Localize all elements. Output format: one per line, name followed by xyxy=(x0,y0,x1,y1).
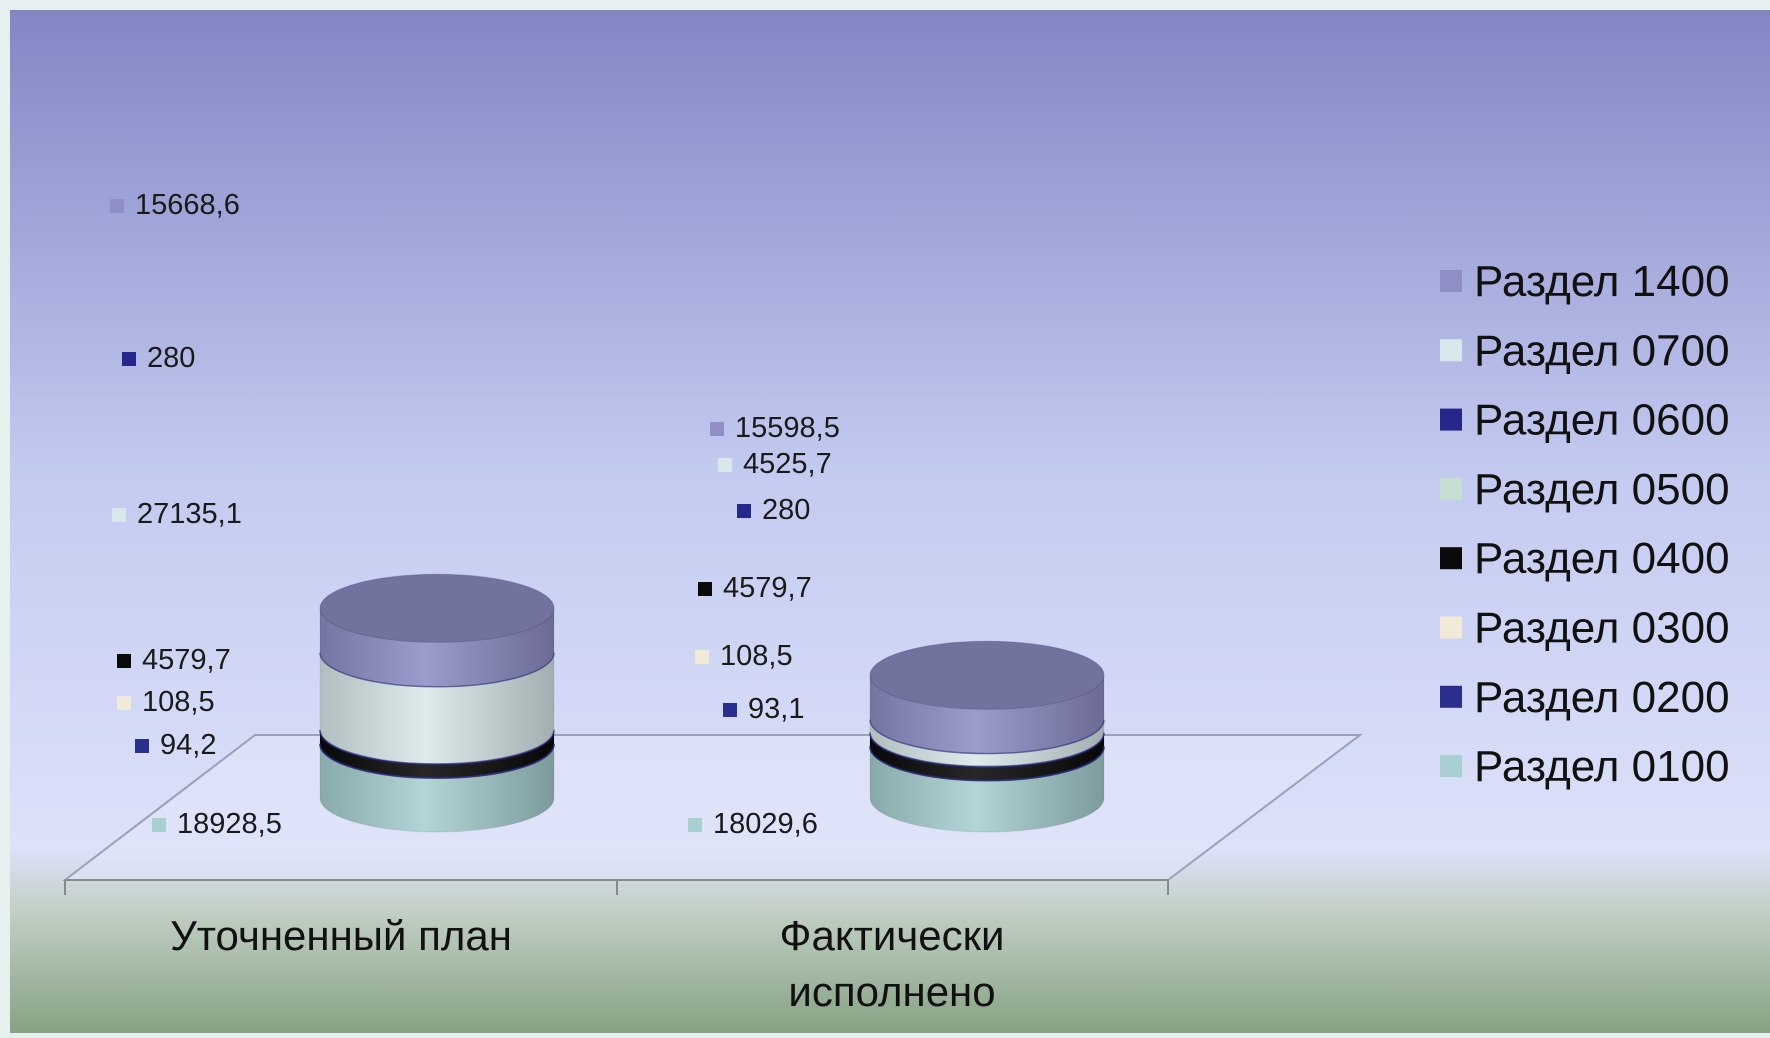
data-label: 4525,7 xyxy=(743,448,832,480)
data-label: 15668,6 xyxy=(135,189,240,221)
legend-entry: Раздел 0300 xyxy=(1474,604,1730,653)
legend-entry: Раздел 0700 xyxy=(1474,326,1730,375)
data-label: 108,5 xyxy=(720,640,793,672)
data-label: 280 xyxy=(762,494,810,526)
legend-entry: Раздел 0400 xyxy=(1474,534,1730,583)
category-label: Фактически xyxy=(780,912,1005,959)
data-label-marker xyxy=(698,582,712,596)
legend-entry: Раздел 0500 xyxy=(1474,465,1730,514)
bar-top-cap xyxy=(869,640,1105,710)
data-label-marker xyxy=(122,352,136,366)
data-label: 94,2 xyxy=(160,729,216,761)
legend-swatch xyxy=(1440,616,1462,639)
data-label: 18928,5 xyxy=(177,808,282,840)
legend-swatch xyxy=(1440,270,1462,292)
segment-boundary xyxy=(869,746,1105,781)
legend-swatch xyxy=(1440,547,1462,570)
data-label-marker xyxy=(112,508,126,522)
legend-swatch xyxy=(1440,408,1462,431)
data-label: 93,1 xyxy=(748,693,804,725)
segment-boundary xyxy=(319,743,555,779)
data-label-marker xyxy=(695,650,709,664)
data-label-marker xyxy=(688,818,702,832)
legend-swatch xyxy=(1440,685,1462,708)
segment-boundary xyxy=(319,729,555,765)
segment-boundary xyxy=(319,652,555,688)
data-label: 4579,7 xyxy=(723,572,812,604)
bar-top-cap xyxy=(319,573,555,643)
data-label-marker xyxy=(117,696,131,710)
legend-swatch xyxy=(1440,755,1462,778)
data-label: 280 xyxy=(147,342,195,374)
data-label: 4579,7 xyxy=(142,644,231,676)
data-label-marker xyxy=(710,422,724,436)
data-label-marker xyxy=(117,654,131,668)
legend-entry: Раздел 1400 xyxy=(1474,257,1730,306)
legend-entry: Раздел 0200 xyxy=(1474,673,1730,722)
data-label-marker xyxy=(737,504,751,518)
data-label: 27135,1 xyxy=(137,498,242,530)
legend-entry: Раздел 0600 xyxy=(1474,396,1730,445)
data-label: 15598,5 xyxy=(735,412,840,444)
data-label: 18029,6 xyxy=(713,808,818,840)
data-label-marker xyxy=(135,739,149,753)
legend-swatch xyxy=(1440,339,1462,362)
category-label: исполнено xyxy=(788,968,995,1015)
category-label: Уточненный план xyxy=(170,912,512,959)
legend-entry: Раздел 0100 xyxy=(1474,742,1730,791)
data-label-marker xyxy=(723,703,737,717)
segment-boundary xyxy=(869,732,1105,768)
segment-boundary xyxy=(869,719,1105,755)
data-label-marker xyxy=(152,818,166,832)
data-label-marker xyxy=(718,458,732,472)
data-label-marker xyxy=(110,199,124,213)
data-label: 108,5 xyxy=(142,686,215,718)
legend-swatch xyxy=(1440,477,1462,500)
